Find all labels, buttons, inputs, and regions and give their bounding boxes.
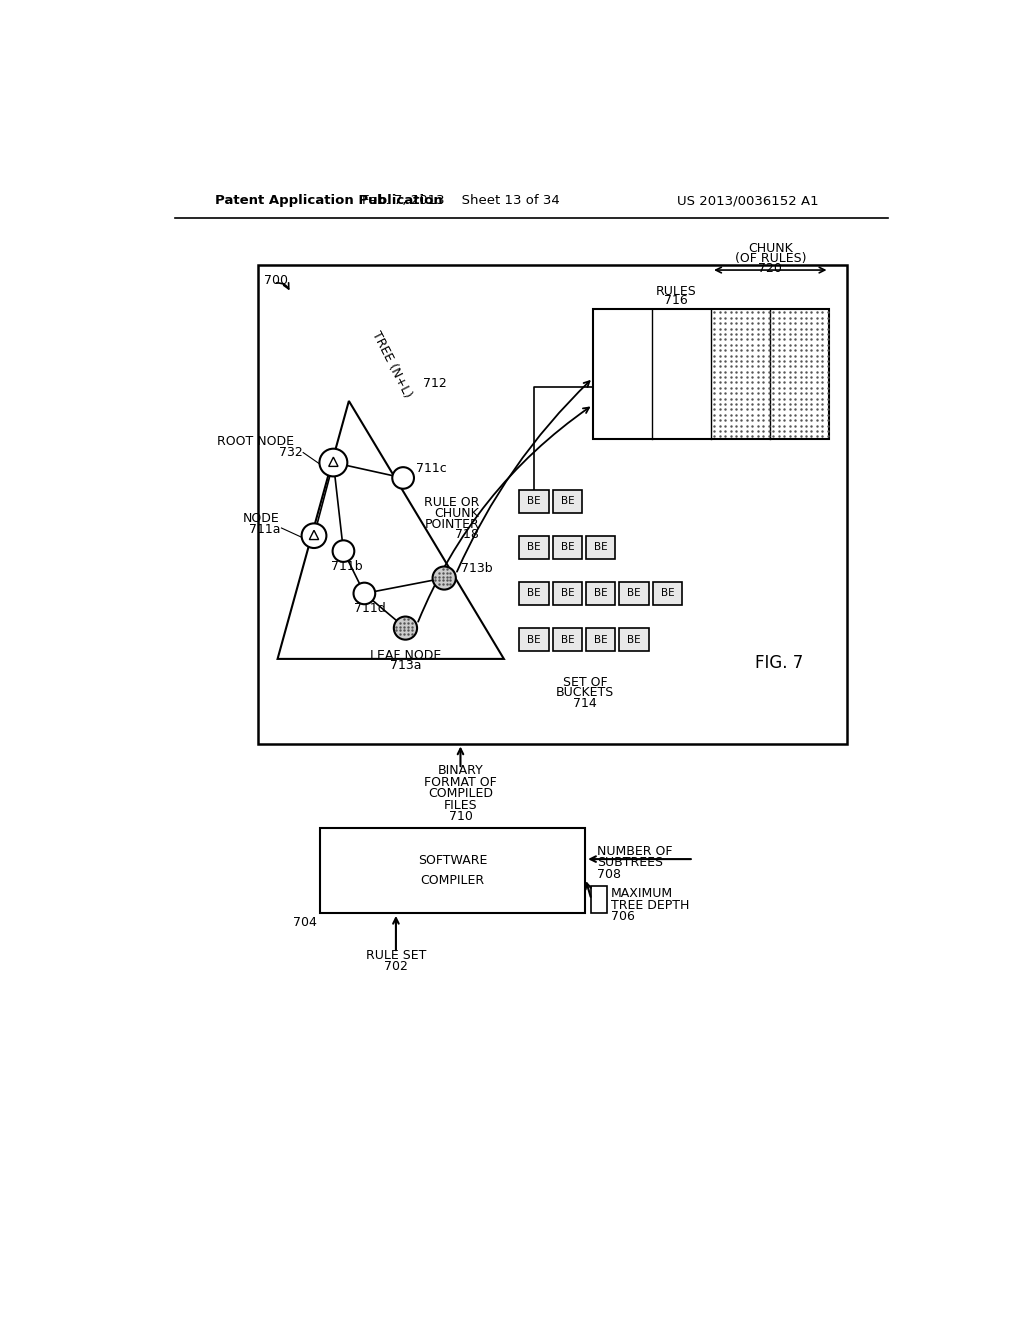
Text: BE: BE <box>527 496 541 506</box>
Text: 711d: 711d <box>354 602 386 615</box>
Text: ROOT NODE: ROOT NODE <box>217 436 294 449</box>
Text: BINARY: BINARY <box>437 764 483 777</box>
Text: US 2013/0036152 A1: US 2013/0036152 A1 <box>677 194 819 207</box>
Text: FORMAT OF: FORMAT OF <box>424 776 497 788</box>
Text: CHUNK: CHUNK <box>748 242 793 255</box>
Bar <box>519 628 549 651</box>
Text: MAXIMUM: MAXIMUM <box>611 887 673 900</box>
Text: 714: 714 <box>573 697 597 710</box>
Bar <box>519 536 549 558</box>
Bar <box>620 628 649 651</box>
Text: 710: 710 <box>449 810 472 824</box>
Text: 711c: 711c <box>417 462 447 475</box>
Text: COMPILED: COMPILED <box>428 787 493 800</box>
Bar <box>553 490 583 512</box>
Text: BE: BE <box>527 589 541 598</box>
Text: 704: 704 <box>293 916 317 929</box>
Text: NODE: NODE <box>243 512 280 525</box>
Text: SUBTREES: SUBTREES <box>597 857 663 870</box>
Text: 712: 712 <box>423 376 446 389</box>
Text: 718: 718 <box>456 528 479 541</box>
Text: FILES: FILES <box>443 799 477 812</box>
Text: POINTER: POINTER <box>424 517 479 531</box>
Bar <box>592 886 607 913</box>
Circle shape <box>319 449 347 477</box>
Text: BE: BE <box>527 635 541 644</box>
Bar <box>553 536 583 558</box>
Bar <box>519 490 549 512</box>
Text: 713b: 713b <box>461 562 493 576</box>
Bar <box>321 829 586 913</box>
Bar <box>620 582 649 605</box>
Circle shape <box>432 566 456 590</box>
Text: BE: BE <box>560 543 574 552</box>
Text: Patent Application Publication: Patent Application Publication <box>215 194 442 207</box>
Text: BE: BE <box>628 635 641 644</box>
Text: SOFTWARE: SOFTWARE <box>418 854 487 867</box>
Circle shape <box>392 467 414 488</box>
Text: 720: 720 <box>759 261 782 275</box>
Text: 711b: 711b <box>331 560 362 573</box>
Text: NUMBER OF: NUMBER OF <box>597 845 673 858</box>
Text: BE: BE <box>560 589 574 598</box>
Text: BE: BE <box>594 635 607 644</box>
Text: RULE OR: RULE OR <box>424 496 479 510</box>
Bar <box>593 309 829 440</box>
Text: 732: 732 <box>279 446 302 459</box>
Circle shape <box>302 523 327 548</box>
Circle shape <box>353 582 375 605</box>
Text: TREE DEPTH: TREE DEPTH <box>611 899 689 912</box>
Text: BE: BE <box>660 589 674 598</box>
Text: COMPILER: COMPILER <box>421 874 484 887</box>
Text: BE: BE <box>628 589 641 598</box>
Text: BE: BE <box>560 635 574 644</box>
Text: BUCKETS: BUCKETS <box>556 686 614 700</box>
Text: 700: 700 <box>264 275 289 286</box>
Text: RULE SET: RULE SET <box>366 949 426 962</box>
Text: CHUNK: CHUNK <box>434 507 479 520</box>
Text: LEAF NODE: LEAF NODE <box>370 648 441 661</box>
Text: BE: BE <box>594 589 607 598</box>
Text: (OF RULES): (OF RULES) <box>734 252 806 265</box>
Circle shape <box>394 616 417 640</box>
Bar <box>519 582 549 605</box>
Bar <box>586 582 615 605</box>
Bar <box>652 582 682 605</box>
Text: BE: BE <box>594 543 607 552</box>
Text: TREE (N+L): TREE (N+L) <box>369 329 414 400</box>
Text: FIG. 7: FIG. 7 <box>755 653 803 672</box>
Bar <box>586 628 615 651</box>
Text: 706: 706 <box>611 911 635 924</box>
Text: BE: BE <box>560 496 574 506</box>
Bar <box>586 536 615 558</box>
Text: 708: 708 <box>597 869 621 880</box>
Bar <box>553 582 583 605</box>
Bar <box>553 628 583 651</box>
Text: 711a: 711a <box>249 523 281 536</box>
Text: 713a: 713a <box>390 659 421 672</box>
Circle shape <box>333 540 354 562</box>
Text: Feb. 7, 2013    Sheet 13 of 34: Feb. 7, 2013 Sheet 13 of 34 <box>362 194 560 207</box>
Text: BE: BE <box>527 543 541 552</box>
Text: 702: 702 <box>384 961 408 973</box>
Text: SET OF: SET OF <box>563 676 607 689</box>
Bar <box>258 264 847 743</box>
Text: RULES: RULES <box>655 285 696 298</box>
Text: 716: 716 <box>664 294 687 308</box>
